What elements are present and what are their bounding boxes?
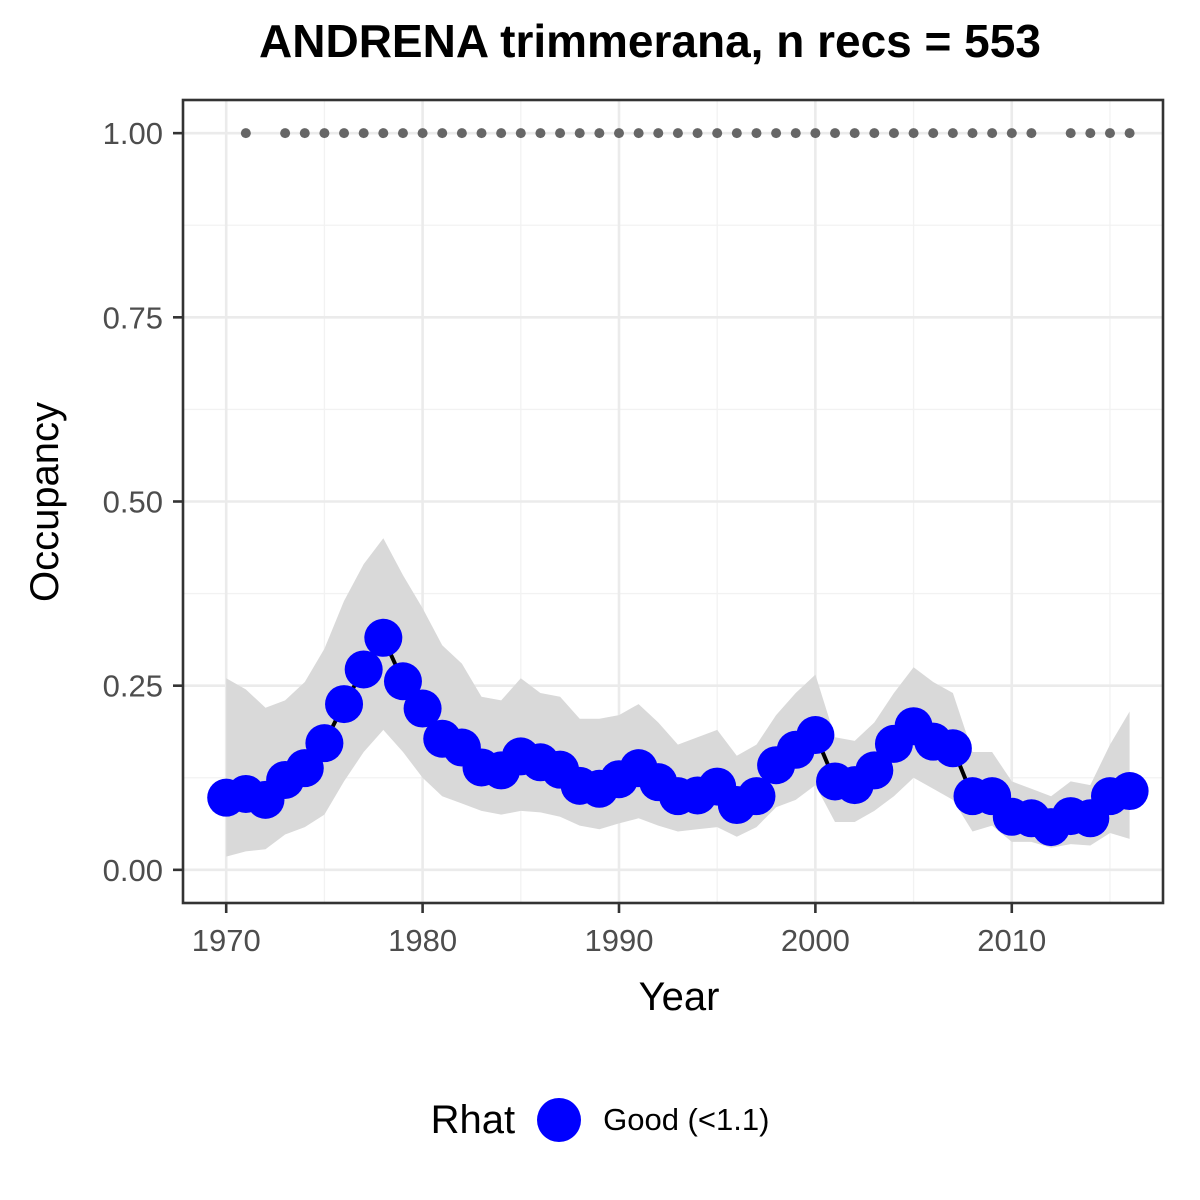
- detection-marker: [987, 128, 998, 139]
- detection-marker: [437, 128, 448, 139]
- detection-marker: [240, 128, 251, 139]
- data-point: [1110, 772, 1149, 811]
- x-tick-label: 1980: [388, 923, 457, 958]
- y-tick-label: 0.50: [103, 485, 163, 520]
- detection-marker: [653, 128, 664, 139]
- detection-marker: [594, 128, 605, 139]
- data-point: [796, 716, 835, 755]
- detection-marker: [633, 128, 644, 139]
- detection-marker: [358, 128, 369, 139]
- detection-marker: [908, 128, 919, 139]
- detection-marker: [672, 128, 683, 139]
- axes-layer: 1970 1980 1990 2000 2010 0.00 0.25 0.50 0.75 1.00: [103, 98, 1165, 958]
- detection-marker: [535, 128, 546, 139]
- detection-marker: [947, 128, 958, 139]
- detection-marker: [967, 128, 978, 139]
- detection-marker: [319, 128, 330, 139]
- legend-label: Good (<1.1): [603, 1102, 770, 1137]
- detection-marker: [1124, 128, 1135, 139]
- detection-marker: [456, 128, 467, 139]
- detection-marker: [928, 128, 939, 139]
- detection-marker: [751, 128, 762, 139]
- detection-marker: [574, 128, 585, 139]
- detection-marker: [869, 128, 880, 139]
- detection-marker: [280, 128, 291, 139]
- detection-marker: [790, 128, 801, 139]
- detection-marker: [849, 128, 860, 139]
- detection-marker: [888, 128, 899, 139]
- detection-marker: [1026, 128, 1037, 139]
- y-tick-label: 1.00: [103, 116, 163, 151]
- legend-title: Rhat: [430, 1097, 516, 1142]
- detection-marker: [712, 128, 723, 139]
- detection-marker: [476, 128, 487, 139]
- detection-marker: [1104, 128, 1115, 139]
- data-point: [737, 777, 776, 816]
- data-point: [364, 618, 403, 657]
- confidence-ribbon-layer: [226, 538, 1130, 857]
- data-points-layer: [207, 618, 1149, 847]
- detection-marker: [515, 128, 526, 139]
- detection-marker: [731, 128, 742, 139]
- detection-marker: [397, 128, 408, 139]
- x-tick-label: 1970: [192, 923, 261, 958]
- x-tick-label: 2010: [977, 923, 1046, 958]
- detection-marker: [417, 128, 428, 139]
- legend-key-circle: [537, 1098, 582, 1142]
- data-point: [344, 650, 383, 689]
- detection-marker: [1085, 128, 1096, 139]
- detection-marker: [299, 128, 310, 139]
- x-tick-label: 1990: [585, 923, 654, 958]
- detection-marker: [1065, 128, 1076, 139]
- data-point: [933, 729, 972, 768]
- legend: Rhat Good (<1.1): [0, 1090, 1200, 1150]
- detection-marker: [810, 128, 821, 139]
- detection-marker: [692, 128, 703, 139]
- confidence-ribbon: [226, 538, 1130, 857]
- detection-marker: [378, 128, 389, 139]
- detection-marker: [496, 128, 507, 139]
- y-tick-label: 0.00: [103, 853, 163, 888]
- data-point: [855, 751, 894, 790]
- y-axis-title: Occupancy: [23, 402, 67, 602]
- detection-marker: [339, 128, 350, 139]
- detection-marker: [613, 128, 624, 139]
- detection-marker: [771, 128, 782, 139]
- data-point: [305, 724, 344, 763]
- y-tick-label: 0.25: [103, 669, 163, 704]
- detection-marker: [555, 128, 566, 139]
- data-point: [403, 689, 442, 728]
- x-tick-label: 2000: [781, 923, 850, 958]
- chart-title: ANDRENA trimmerana, n recs = 553: [259, 15, 1041, 67]
- detection-markers-layer: [240, 128, 1135, 139]
- y-tick-label: 0.75: [103, 300, 163, 335]
- detection-marker: [1006, 128, 1017, 139]
- x-axis-title: Year: [639, 975, 720, 1019]
- data-point: [383, 662, 422, 701]
- data-point: [325, 685, 364, 724]
- detection-marker: [830, 128, 841, 139]
